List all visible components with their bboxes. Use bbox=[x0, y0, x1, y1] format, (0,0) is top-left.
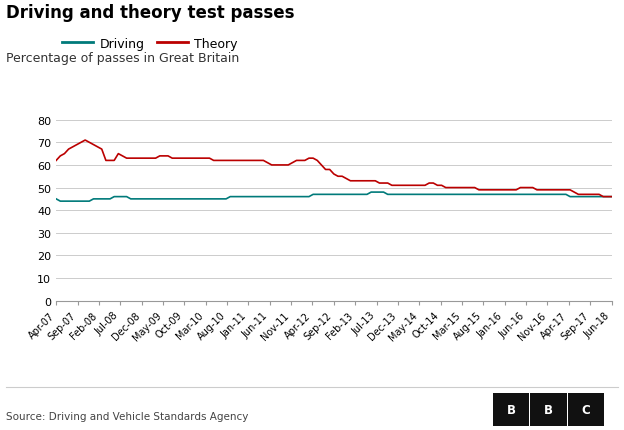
Text: Percentage of passes in Great Britain: Percentage of passes in Great Britain bbox=[6, 52, 240, 64]
Text: B: B bbox=[544, 403, 553, 416]
Text: C: C bbox=[582, 403, 590, 416]
Legend: Driving, Theory: Driving, Theory bbox=[57, 33, 243, 55]
Text: B: B bbox=[507, 403, 515, 416]
Text: Driving and theory test passes: Driving and theory test passes bbox=[6, 4, 295, 22]
Text: Source: Driving and Vehicle Standards Agency: Source: Driving and Vehicle Standards Ag… bbox=[6, 412, 248, 421]
